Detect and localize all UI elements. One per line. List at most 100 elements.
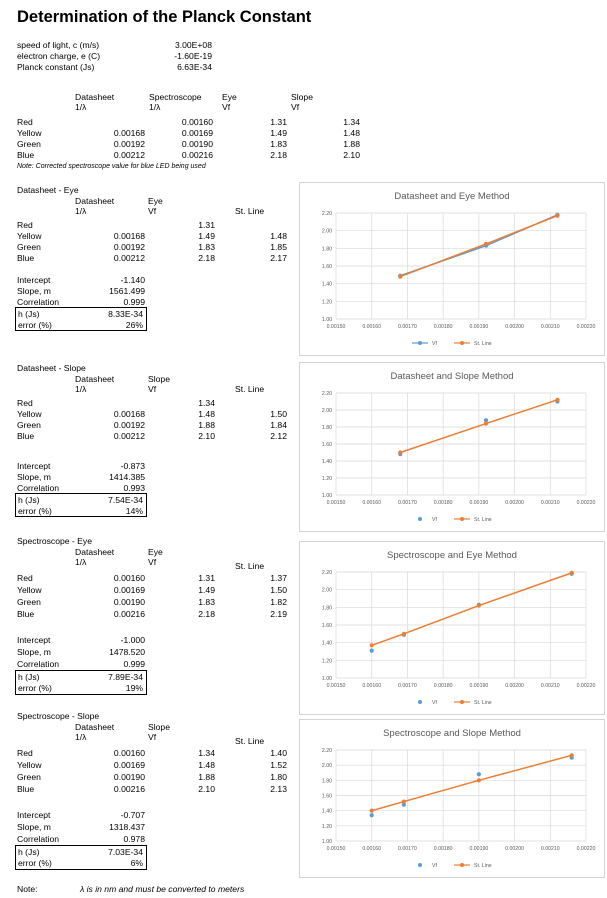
cell: 0.00216: [113, 609, 145, 619]
row-label: Green: [17, 420, 41, 430]
row-label: Blue: [17, 784, 35, 794]
constant-label-c: speed of light, c (m/s): [17, 40, 100, 50]
y-tick-label: 1.00: [322, 493, 332, 499]
stat-value: 0.978: [123, 834, 145, 844]
summary-cell: 2.10: [343, 150, 360, 160]
series-line-st-line: [371, 754, 572, 812]
h-value: 7.54E-34: [108, 495, 143, 505]
cell: 2.18: [198, 253, 215, 263]
data-point-st-line: [401, 799, 406, 804]
error-label: error (%): [18, 683, 52, 693]
summary-cell: 1.34: [343, 117, 360, 127]
x-tick-label: 0.00170: [398, 846, 417, 852]
y-tick-label: 1.60: [322, 623, 332, 629]
cell: 0.00169: [113, 760, 145, 770]
row-label: Yellow: [17, 760, 42, 770]
legend-label-vf: Vf: [432, 863, 437, 869]
summary-cell: 2.18: [270, 150, 287, 160]
y-tick-label: 2.20: [322, 391, 332, 397]
cell: 1.50: [270, 409, 287, 419]
error-value: 19%: [125, 683, 143, 693]
chart-svg: Spectroscope and Slope Method 1.00 1.20 1.4…: [322, 728, 596, 869]
cell: 0.00168: [113, 231, 145, 241]
x-tick-label: 0.00200: [505, 683, 524, 689]
cell: 0.00192: [113, 242, 145, 252]
row-label: Green: [17, 772, 41, 782]
stat-label: Slope, m: [17, 647, 51, 657]
summary-cell: 1.88: [343, 139, 360, 149]
summary-cell: 1.83: [270, 139, 287, 149]
data-point-st-line: [476, 603, 481, 608]
data-point-st-line: [555, 397, 560, 402]
summary-cell: 0.00212: [113, 150, 145, 160]
section-col1-sub: 1/λ: [75, 732, 87, 742]
stat-label: Correlation: [17, 297, 60, 307]
data-point-st-line: [483, 241, 489, 247]
section-spectroscope-eye: Spectroscope - Eye Datasheet Eye 1/λ Vf …: [0, 536, 300, 706]
cell: 2.12: [270, 431, 287, 441]
constant-label-h: Planck constant (Js): [17, 62, 95, 72]
chart-spectroscope-eye: Spectroscope and Eye Method 1.00 1.20 1.40 1…: [299, 541, 605, 715]
stat-label: Intercept: [17, 275, 51, 285]
stat-label: Correlation: [17, 834, 60, 844]
y-tick-label: 2.00: [322, 588, 332, 594]
cell: 0.00212: [113, 431, 145, 441]
data-point-vf: [369, 813, 374, 818]
section-col1: Datasheet: [75, 374, 115, 384]
summary-cell: 0.00169: [181, 128, 213, 138]
section-title: Spectroscope - Eye: [17, 536, 92, 546]
y-tick-label: 1.20: [322, 658, 332, 664]
data-point-st-line: [476, 778, 481, 783]
legend-marker-vf: [418, 700, 422, 704]
row-label: Yellow: [17, 231, 42, 241]
x-tick-label: 0.00160: [362, 846, 381, 852]
section-col2: Slope: [148, 374, 170, 384]
x-tick-label: 0.00150: [327, 500, 346, 506]
cell: 1.84: [270, 420, 287, 430]
stat-label: Correlation: [17, 659, 60, 669]
x-tick-label: 0.00160: [362, 500, 381, 506]
legend-label-vf: Vf: [432, 517, 437, 523]
legend-marker-vf: [418, 517, 422, 521]
y-tick-label: 2.20: [322, 211, 332, 217]
data-point-vf: [476, 772, 481, 777]
row-label: Blue: [17, 609, 35, 619]
x-tick-label: 0.00150: [327, 683, 346, 689]
data-point-st-line: [398, 450, 403, 455]
summary-cell: 1.49: [270, 128, 287, 138]
summary-cell: 0.00160: [181, 117, 213, 127]
summary-cell: 0.00190: [181, 139, 213, 149]
cell: 2.10: [198, 431, 215, 441]
chart-title: Spectroscope and Eye Method: [387, 550, 517, 561]
x-tick-label: 0.00190: [469, 324, 488, 330]
section-col3: St. Line: [235, 736, 265, 746]
y-tick-label: 1.40: [322, 459, 332, 465]
stat-label: Intercept: [17, 461, 51, 471]
y-tick-label: 1.00: [322, 317, 332, 323]
row-label: Yellow: [17, 585, 42, 595]
summary-note: Note: Corrected spectroscope value for b…: [17, 163, 206, 170]
legend-label-st: St. Line: [474, 517, 492, 523]
stat-value: 0.999: [123, 659, 145, 669]
data-point-st-line: [401, 631, 406, 636]
y-tick-label: 2.00: [322, 408, 332, 414]
x-tick-label: 0.00210: [541, 846, 560, 852]
section-col2: Eye: [148, 547, 163, 557]
cell: 1.34: [198, 398, 215, 408]
y-tick-label: 1.80: [322, 778, 332, 784]
footer-note-text: λ is in nm and must be converted to mete…: [80, 884, 245, 894]
summary-cell: 0.00192: [113, 139, 145, 149]
y-tick-label: 2.20: [322, 570, 332, 576]
row-label: Blue: [17, 431, 35, 441]
summary-header-slope: Slope: [291, 92, 313, 102]
cell: 1.52: [270, 760, 287, 770]
cell: 0.00190: [113, 772, 145, 782]
row-label: Green: [17, 597, 41, 607]
x-tick-label: 0.00170: [398, 324, 417, 330]
cell: 0.00168: [113, 409, 145, 419]
cell: 0.00192: [113, 420, 145, 430]
legend-marker-st: [460, 700, 464, 704]
result-box: [15, 670, 147, 695]
x-tick-label: 0.00190: [469, 500, 488, 506]
y-tick-label: 1.00: [322, 676, 332, 682]
